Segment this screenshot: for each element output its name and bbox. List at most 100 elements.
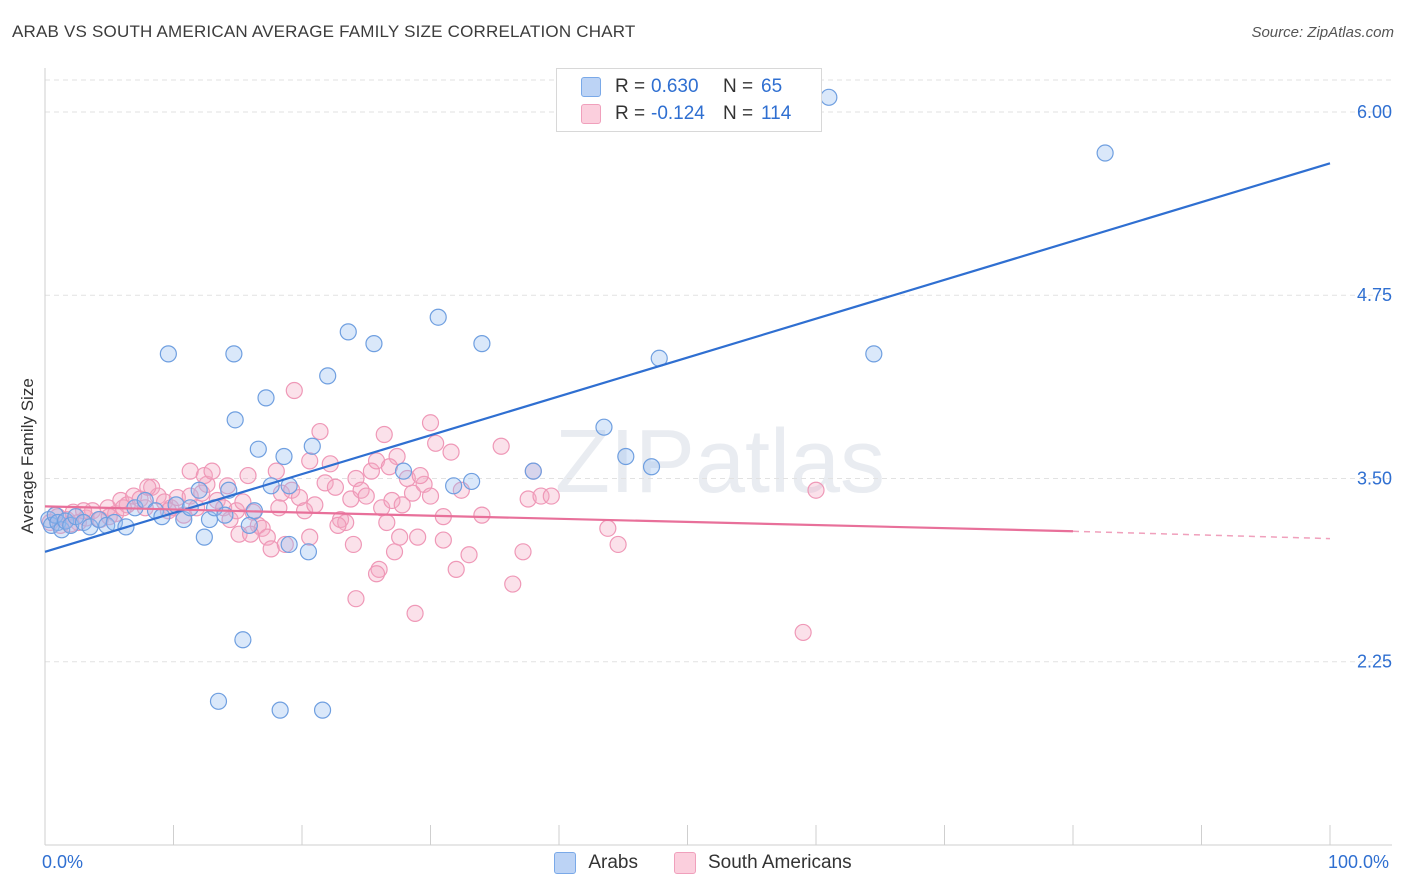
south-american-point bbox=[295, 502, 314, 520]
arab-point bbox=[195, 528, 213, 546]
south-american-point bbox=[599, 519, 617, 537]
arab-point bbox=[303, 437, 321, 455]
arab-point bbox=[524, 462, 542, 480]
arab-point bbox=[865, 345, 883, 363]
arab-point bbox=[280, 535, 298, 554]
south-american-point bbox=[378, 513, 396, 532]
south-american-point bbox=[239, 466, 257, 485]
legend-r-label: R = bbox=[615, 103, 646, 124]
south-american-point bbox=[270, 499, 288, 517]
south-american-point bbox=[301, 452, 319, 470]
bottom-legend: Arabs South Americans bbox=[0, 852, 1406, 874]
south-american-point bbox=[285, 381, 303, 400]
south-american-point bbox=[362, 462, 380, 480]
south-american-point bbox=[357, 487, 375, 505]
y-tick-label: 6.00 bbox=[1357, 102, 1392, 122]
south-american-point bbox=[311, 422, 329, 441]
south-american-point bbox=[290, 488, 309, 507]
south-american-point bbox=[421, 487, 440, 505]
south-american-point bbox=[434, 531, 452, 549]
arab-point bbox=[617, 447, 635, 466]
arab-point bbox=[394, 462, 413, 480]
x-min-label: 0.0% bbox=[42, 852, 84, 872]
south-american-point bbox=[181, 462, 199, 480]
south-american-point bbox=[807, 481, 825, 499]
arab-point bbox=[319, 367, 337, 385]
legend-n-value: 65 bbox=[761, 76, 783, 97]
legend-n-value: 114 bbox=[761, 103, 792, 124]
south-american-point bbox=[403, 484, 422, 502]
arab-point bbox=[62, 516, 80, 535]
x-max-label: 100.0% bbox=[1328, 852, 1390, 872]
south-american-point bbox=[344, 535, 362, 554]
south-american-point bbox=[385, 543, 404, 561]
south-american-point bbox=[242, 525, 260, 543]
legend-swatch-south-americans bbox=[581, 104, 601, 124]
south-american-point bbox=[306, 496, 324, 514]
south-american-point bbox=[609, 535, 627, 554]
south-americans-trend-extension bbox=[1072, 530, 1331, 540]
arab-point bbox=[240, 516, 258, 535]
y-axis-label: Average Family Size bbox=[18, 378, 37, 534]
south-american-point bbox=[519, 490, 537, 508]
legend-r-value: 0.630 bbox=[651, 76, 699, 97]
south-american-point bbox=[329, 516, 347, 535]
arab-point bbox=[473, 335, 491, 353]
arab-point bbox=[234, 631, 252, 649]
south-american-point bbox=[367, 565, 386, 583]
arab-point bbox=[313, 701, 332, 719]
arabs-trend-line bbox=[44, 162, 1331, 553]
bottom-legend-south-americans-label: South Americans bbox=[708, 852, 852, 873]
legend-row-south-americans: R = -0.124 N = 114 bbox=[581, 100, 791, 128]
south-american-point bbox=[409, 528, 427, 546]
watermark: ZIPatlas bbox=[555, 412, 885, 512]
y-tick-label: 3.50 bbox=[1357, 468, 1392, 488]
arab-point bbox=[209, 692, 228, 710]
south-american-point bbox=[421, 414, 440, 432]
south-american-point bbox=[427, 434, 445, 452]
south-american-point bbox=[203, 462, 221, 480]
south-american-point bbox=[262, 540, 280, 558]
bottom-legend-arabs: Arabs bbox=[554, 852, 638, 874]
arab-point bbox=[53, 521, 71, 539]
south-american-point bbox=[193, 484, 211, 502]
legend-n-label: N = bbox=[723, 103, 754, 124]
arab-point bbox=[1096, 144, 1114, 162]
south-american-point bbox=[276, 535, 294, 554]
south-american-point bbox=[391, 528, 409, 546]
south-american-point bbox=[326, 478, 345, 496]
legend-row-arabs: R = 0.630 N = 65 bbox=[581, 73, 782, 101]
arab-point bbox=[257, 389, 275, 407]
arab-point bbox=[445, 477, 463, 495]
south-americans-trend-line bbox=[44, 505, 1074, 533]
bottom-swatch-arabs bbox=[554, 852, 577, 874]
arab-point bbox=[275, 447, 293, 466]
south-american-point bbox=[442, 443, 460, 461]
arab-point bbox=[463, 472, 481, 491]
south-american-point bbox=[316, 474, 334, 492]
south-american-point bbox=[794, 623, 812, 642]
arab-point bbox=[299, 543, 318, 561]
arab-point bbox=[429, 308, 447, 326]
arab-point bbox=[365, 335, 383, 353]
arab-point bbox=[225, 345, 243, 363]
bottom-swatch-south-americans bbox=[674, 852, 696, 874]
bottom-legend-south-americans: South Americans bbox=[674, 852, 852, 874]
south-american-point bbox=[406, 604, 424, 622]
chart-title: ARAB VS SOUTH AMERICAN AVERAGE FAMILY SI… bbox=[12, 22, 636, 41]
south-american-point bbox=[267, 462, 285, 480]
south-american-point bbox=[473, 506, 491, 524]
arab-point bbox=[642, 458, 661, 476]
arab-point bbox=[271, 701, 289, 719]
legend-r-label: R = bbox=[615, 76, 646, 97]
arab-point bbox=[81, 518, 99, 536]
source-label: Source: ZipAtlas.com bbox=[1251, 24, 1394, 41]
legend-r-value: -0.124 bbox=[651, 103, 705, 124]
south-american-point bbox=[514, 543, 532, 561]
south-american-point bbox=[492, 437, 510, 455]
south-american-point bbox=[460, 546, 478, 564]
south-american-point bbox=[234, 493, 252, 511]
south-american-point bbox=[504, 575, 522, 593]
south-american-point bbox=[347, 590, 365, 608]
